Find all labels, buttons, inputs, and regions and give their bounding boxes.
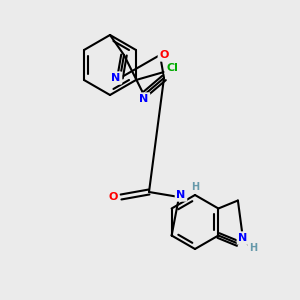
Text: O: O bbox=[159, 50, 169, 60]
Text: N: N bbox=[176, 190, 186, 200]
Text: N: N bbox=[111, 73, 121, 83]
Text: Cl: Cl bbox=[166, 63, 178, 73]
Text: O: O bbox=[108, 192, 118, 202]
Text: H: H bbox=[249, 243, 257, 253]
Text: N: N bbox=[238, 233, 248, 243]
Text: N: N bbox=[140, 94, 148, 104]
Text: H: H bbox=[191, 182, 199, 192]
